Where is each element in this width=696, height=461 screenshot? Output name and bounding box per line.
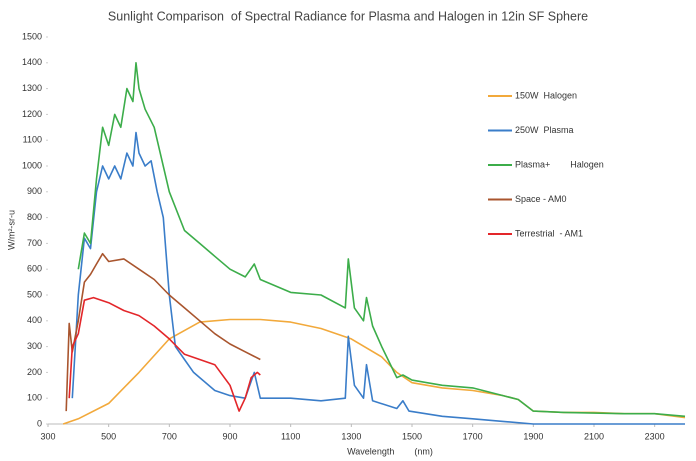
y-tick-label: 600 — [27, 264, 42, 274]
legend-label: Plasma+ Halogen — [515, 159, 604, 169]
x-tick-label: 1100 — [281, 431, 300, 441]
legend-label: 150W Halogen — [515, 90, 577, 100]
y-tick-label: 700 — [27, 238, 42, 248]
y-tick-label: 0 — [37, 418, 42, 428]
chart-title: Sunlight Comparison of Spectral Radiance… — [108, 9, 588, 23]
x-tick-label: 500 — [101, 431, 116, 441]
series-line — [68, 296, 261, 412]
y-tick-label: 400 — [27, 315, 42, 325]
x-tick-label: 2300 — [645, 431, 665, 441]
legend-label: 250W Plasma — [515, 125, 574, 135]
x-tick-label: 1300 — [341, 431, 361, 441]
legend-label: Space - AM0 — [515, 194, 567, 204]
y-tick-label: 1000 — [22, 160, 42, 170]
x-tick-label: 1900 — [523, 431, 543, 441]
y-tick-label: 500 — [27, 289, 42, 299]
x-tick-label: 300 — [40, 431, 55, 441]
x-tick-label: 1500 — [402, 431, 422, 441]
y-tick-label: 1300 — [22, 83, 42, 93]
y-tick-label: 1500 — [22, 31, 42, 41]
series-line — [65, 252, 261, 412]
x-tick-label: 900 — [222, 431, 237, 441]
x-tick-label: 700 — [162, 431, 177, 441]
x-axis-label: Wavelength (nm) — [347, 446, 433, 456]
y-tick-label: 200 — [27, 367, 42, 377]
series-line — [71, 131, 685, 425]
x-tick-label: 2100 — [584, 431, 604, 441]
y-tick-label: 800 — [27, 212, 42, 222]
x-tick-label: 1700 — [463, 431, 483, 441]
y-axis-label: W/m²-sr-u — [6, 210, 16, 250]
y-tick-label: 300 — [27, 341, 42, 351]
y-tick-label: 1400 — [22, 57, 42, 67]
y-tick-label: 900 — [27, 186, 42, 196]
series-line — [77, 62, 686, 418]
y-tick-label: 100 — [27, 393, 42, 403]
y-tick-label: 1100 — [23, 135, 42, 145]
legend-label: Terrestrial - AM1 — [515, 228, 583, 238]
y-tick-label: 1200 — [22, 109, 42, 119]
